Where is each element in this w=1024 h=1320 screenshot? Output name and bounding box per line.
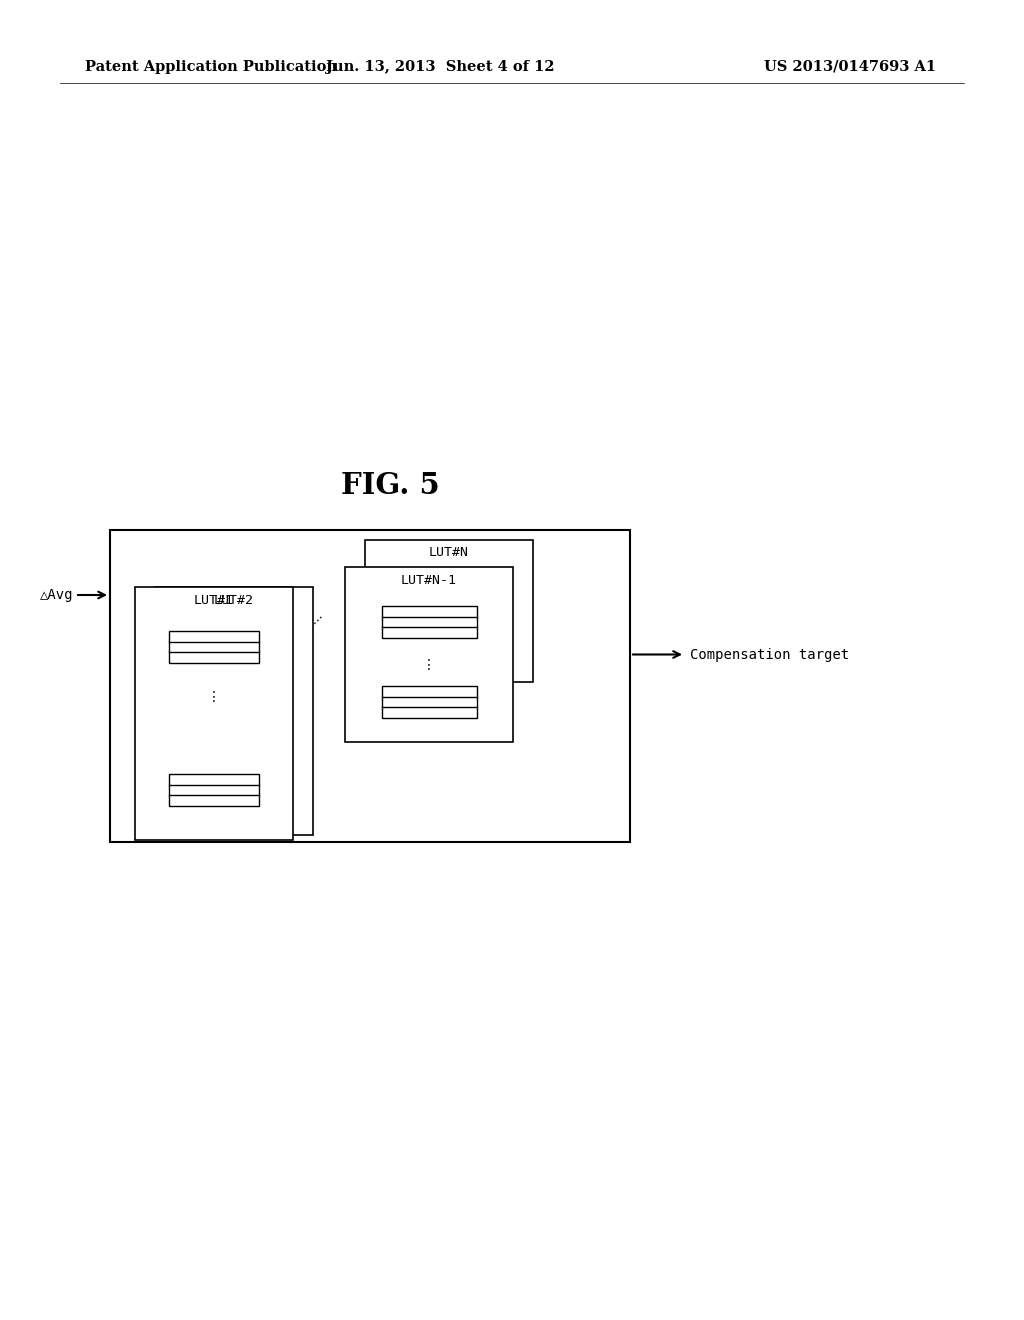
Text: ⋮: ⋮ (207, 690, 221, 704)
Bar (365, 540, 534, 682)
Text: Jun. 13, 2013  Sheet 4 of 12: Jun. 13, 2013 Sheet 4 of 12 (326, 59, 554, 74)
Text: LUT#1: LUT#1 (194, 594, 234, 606)
Text: US 2013/0147693 A1: US 2013/0147693 A1 (764, 59, 936, 74)
Text: LUT#N-1: LUT#N-1 (401, 573, 457, 586)
Bar (135, 587, 293, 840)
Text: ⋮: ⋮ (422, 657, 436, 672)
Text: Compensation target: Compensation target (690, 648, 849, 661)
Bar (382, 606, 476, 638)
Bar (345, 568, 513, 742)
Bar (169, 631, 259, 663)
Text: LUT#2: LUT#2 (214, 594, 254, 606)
Text: FIG. 5: FIG. 5 (341, 470, 439, 499)
Text: ⋯: ⋯ (309, 611, 327, 630)
Text: LUT#N: LUT#N (429, 545, 469, 558)
Bar (110, 531, 630, 842)
Bar (169, 774, 259, 807)
Text: △Avg: △Avg (40, 587, 73, 602)
Bar (382, 686, 476, 718)
Bar (155, 587, 313, 836)
Text: Patent Application Publication: Patent Application Publication (85, 59, 337, 74)
